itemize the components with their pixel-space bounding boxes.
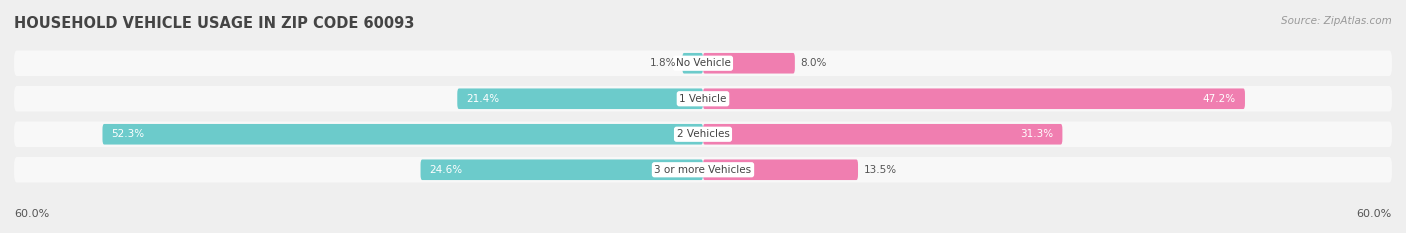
Text: 47.2%: 47.2% bbox=[1202, 94, 1236, 104]
Text: 31.3%: 31.3% bbox=[1021, 129, 1053, 139]
Text: 1 Vehicle: 1 Vehicle bbox=[679, 94, 727, 104]
FancyBboxPatch shape bbox=[14, 51, 1392, 76]
Text: 1.8%: 1.8% bbox=[650, 58, 676, 68]
Text: 24.6%: 24.6% bbox=[430, 165, 463, 175]
FancyBboxPatch shape bbox=[14, 86, 1392, 112]
Text: 60.0%: 60.0% bbox=[14, 209, 49, 219]
Text: 13.5%: 13.5% bbox=[863, 165, 897, 175]
Text: 60.0%: 60.0% bbox=[1357, 209, 1392, 219]
Text: 3 or more Vehicles: 3 or more Vehicles bbox=[654, 165, 752, 175]
Text: 8.0%: 8.0% bbox=[800, 58, 827, 68]
Text: 52.3%: 52.3% bbox=[111, 129, 145, 139]
Text: Source: ZipAtlas.com: Source: ZipAtlas.com bbox=[1281, 16, 1392, 26]
Text: HOUSEHOLD VEHICLE USAGE IN ZIP CODE 60093: HOUSEHOLD VEHICLE USAGE IN ZIP CODE 6009… bbox=[14, 16, 415, 31]
FancyBboxPatch shape bbox=[703, 124, 1063, 144]
Text: 21.4%: 21.4% bbox=[467, 94, 499, 104]
FancyBboxPatch shape bbox=[703, 53, 794, 74]
FancyBboxPatch shape bbox=[703, 159, 858, 180]
FancyBboxPatch shape bbox=[703, 89, 1244, 109]
FancyBboxPatch shape bbox=[14, 121, 1392, 147]
FancyBboxPatch shape bbox=[14, 157, 1392, 182]
FancyBboxPatch shape bbox=[457, 89, 703, 109]
Text: 2 Vehicles: 2 Vehicles bbox=[676, 129, 730, 139]
FancyBboxPatch shape bbox=[103, 124, 703, 144]
FancyBboxPatch shape bbox=[682, 53, 703, 74]
FancyBboxPatch shape bbox=[420, 159, 703, 180]
Text: No Vehicle: No Vehicle bbox=[675, 58, 731, 68]
